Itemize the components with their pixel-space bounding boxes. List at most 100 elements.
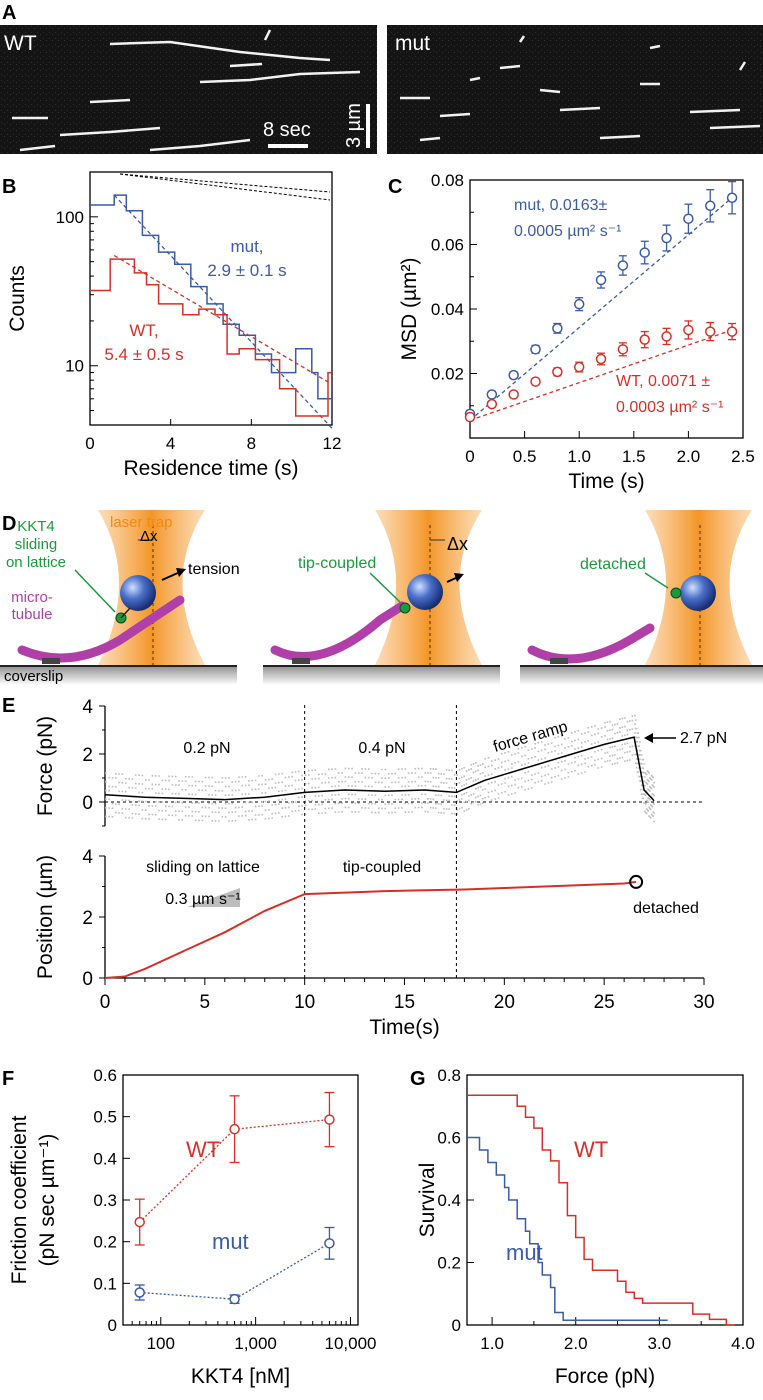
y-tick-label: 0 (82, 793, 93, 814)
mut-kymograph (387, 25, 763, 154)
y-tick-label: 0.04 (431, 300, 464, 319)
y-axis-label: Friction coefficient (8, 1115, 31, 1284)
data-point-WT (464, 411, 476, 423)
data-point-mut (324, 1238, 335, 1249)
kkt4-line2: sliding (15, 536, 58, 553)
microtubule-line1: micro- (11, 589, 53, 606)
series-label-mut: mut (506, 1240, 543, 1265)
x-tick-label: 1.5 (622, 447, 646, 466)
annotation: 0.3 µm s⁻¹ (165, 891, 240, 908)
wt-kymo-label: WT (4, 32, 37, 55)
x-tick-label: 25 (594, 992, 615, 1013)
series-label-WT: 5.4 ± 0.5 s (104, 345, 183, 364)
y-tick-label: 4 (82, 697, 93, 718)
histogram-mut (90, 194, 332, 400)
y-tick-label: 0 (108, 1316, 117, 1335)
microtubule (17, 595, 185, 663)
kkt4-line3: on lattice (6, 554, 66, 571)
schematic-detached: detached (520, 510, 763, 685)
bead (407, 574, 443, 610)
series-label-WT: WT (186, 1137, 220, 1162)
series-label-mut: 2.9 ± 0.1 s (207, 261, 286, 280)
data-point-mut (595, 274, 607, 286)
survival-curve-WT (467, 1094, 735, 1326)
tip-coupled-label: tip-coupled (298, 555, 376, 572)
series-label-WT: WT (574, 1137, 608, 1162)
fit-line-WT (113, 254, 333, 385)
data-point-mut (530, 344, 541, 355)
time-scale-label: 8 sec (263, 119, 311, 141)
data-point-WT (704, 326, 716, 337)
plot-frame (122, 1074, 359, 1326)
data-point-mut (508, 369, 519, 381)
y-tick-label: 0.3 (93, 1191, 117, 1210)
x-axis-label: Time (s) (568, 470, 644, 493)
kymograph-track (599, 134, 641, 140)
panel-b-chart: 0 4 8 12 10 100 Residence time (s) Counts mut, 2.… (6, 171, 341, 480)
wt-kymograph (0, 25, 377, 154)
y-tick-label: 100 (56, 208, 84, 227)
kymograph-track (199, 70, 361, 84)
annotation: detached (633, 900, 699, 917)
delta-x-label: Δx (447, 534, 468, 554)
panel-a-letter: A (2, 2, 16, 24)
y-tick-label: 0.2 (437, 1254, 461, 1273)
data-point-WT (617, 344, 629, 355)
x-tick-label: 1,000 (234, 1334, 277, 1353)
kymograph-track (439, 112, 471, 118)
kymograph-track (59, 126, 161, 137)
y-tick-label: 0.6 (437, 1129, 461, 1148)
segment-label: 0.4 pN (358, 740, 405, 757)
x-tick-label: 8 (247, 434, 256, 453)
data-point-mut (134, 1287, 145, 1298)
y-tick-label: 0.2 (93, 1233, 117, 1252)
data-point-mut (639, 247, 650, 258)
x-tick-label: 3.0 (648, 1334, 672, 1353)
x-tick-label: 2.0 (677, 447, 701, 466)
segment-label: force ramp (491, 718, 569, 755)
x-tick-label: 0 (100, 992, 111, 1013)
y-tick-label: 0.6 (93, 1066, 117, 1085)
tension-label: tension (188, 561, 240, 578)
x-tick-label: 4 (166, 434, 175, 453)
survival-curve-mut (467, 1136, 668, 1322)
x-tick-label: 10 (294, 992, 315, 1013)
y-axis-label: Position (µm) (34, 855, 57, 979)
segment-label: 0.2 pN (183, 740, 230, 757)
kymograph-track (109, 40, 331, 62)
data-point-mut (683, 213, 694, 224)
data-point-mut (661, 232, 672, 244)
kymograph-track (539, 88, 561, 94)
mut-kymo-label: mut (395, 32, 430, 55)
y-tick-label: 0 (82, 969, 93, 990)
kymograph-track (19, 144, 56, 152)
x-axis-label: Force (pN) (555, 1365, 655, 1388)
series-label-WT: WT, 0.0071 ± (616, 373, 710, 390)
data-point-WT (508, 389, 519, 400)
microtubule-line2: tubule (12, 606, 53, 623)
data-point-WT (661, 331, 672, 342)
kkt4-line1: KKT4 (17, 518, 55, 535)
end-force-label: 2.7 pN (680, 730, 727, 747)
panel-d-letter: D (2, 513, 16, 535)
series-label-mut: 0.0005 µm² s⁻¹ (514, 223, 621, 240)
series-label-mut: mut, (230, 237, 263, 256)
kymograph-track (263, 29, 272, 41)
data-point-WT (552, 366, 563, 378)
data-point-mut (486, 389, 498, 400)
data-point-mut (617, 260, 629, 271)
raw-force-data (105, 714, 655, 823)
data-point-mut (726, 192, 738, 203)
x-tick-label: 1.0 (567, 447, 591, 466)
data-point-WT (229, 1123, 240, 1135)
panel-d-schematic: Δx laser trap tension KKT4 sliding on la… (0, 510, 763, 685)
y-tick-label: 0 (452, 1316, 461, 1335)
coverslip (520, 665, 763, 685)
y-tick-label: 0.02 (431, 365, 464, 384)
kkt4-dot (670, 587, 682, 599)
fit-line-WT (469, 329, 733, 421)
x-tick-label: 15 (394, 992, 415, 1013)
data-point-mut (573, 298, 585, 310)
x-tick-label: 4.0 (731, 1334, 755, 1353)
